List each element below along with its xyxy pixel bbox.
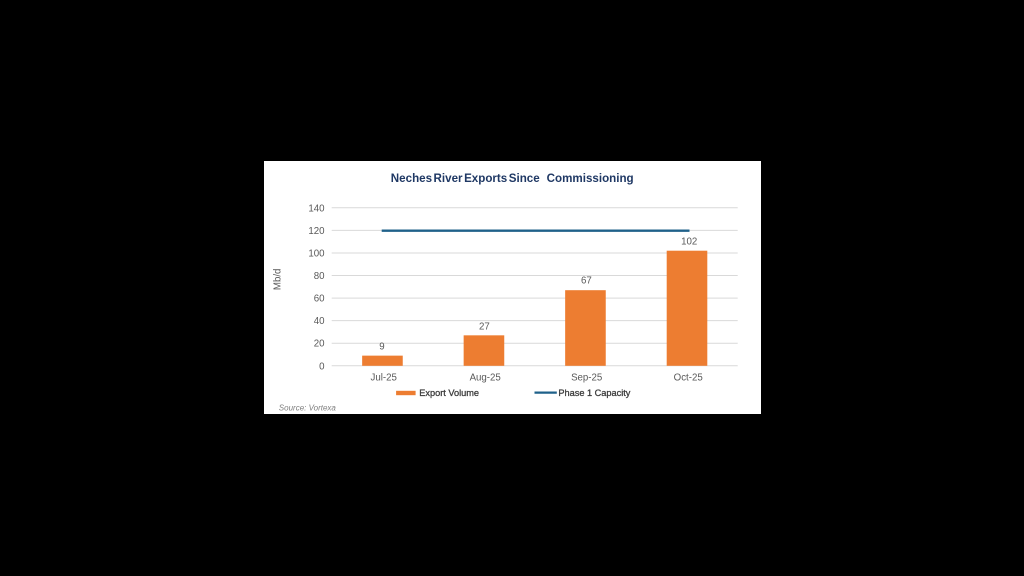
svg-text:100: 100	[308, 248, 325, 259]
svg-text:Source: Vortexa: Source: Vortexa	[279, 403, 337, 412]
svg-text:102: 102	[681, 236, 697, 247]
svg-text:60: 60	[314, 293, 325, 304]
svg-text:20: 20	[314, 338, 325, 349]
svg-text:Phase 1 Capacity: Phase 1 Capacity	[558, 388, 630, 398]
svg-text:27: 27	[479, 321, 490, 332]
svg-text:0: 0	[319, 361, 325, 372]
svg-text:67: 67	[581, 275, 592, 286]
svg-text:Export Volume: Export Volume	[419, 388, 479, 398]
svg-text:80: 80	[314, 271, 325, 282]
svg-text:Oct-25: Oct-25	[674, 372, 703, 383]
svg-text:140: 140	[308, 203, 325, 214]
svg-text:9: 9	[379, 341, 384, 352]
svg-text:Aug-25: Aug-25	[470, 372, 501, 383]
svg-text:Mb/d: Mb/d	[272, 268, 283, 290]
svg-text:Sep-25: Sep-25	[571, 372, 602, 383]
svg-text:40: 40	[314, 316, 325, 327]
svg-text:120: 120	[308, 225, 325, 236]
svg-text:Jul-25: Jul-25	[371, 372, 397, 383]
